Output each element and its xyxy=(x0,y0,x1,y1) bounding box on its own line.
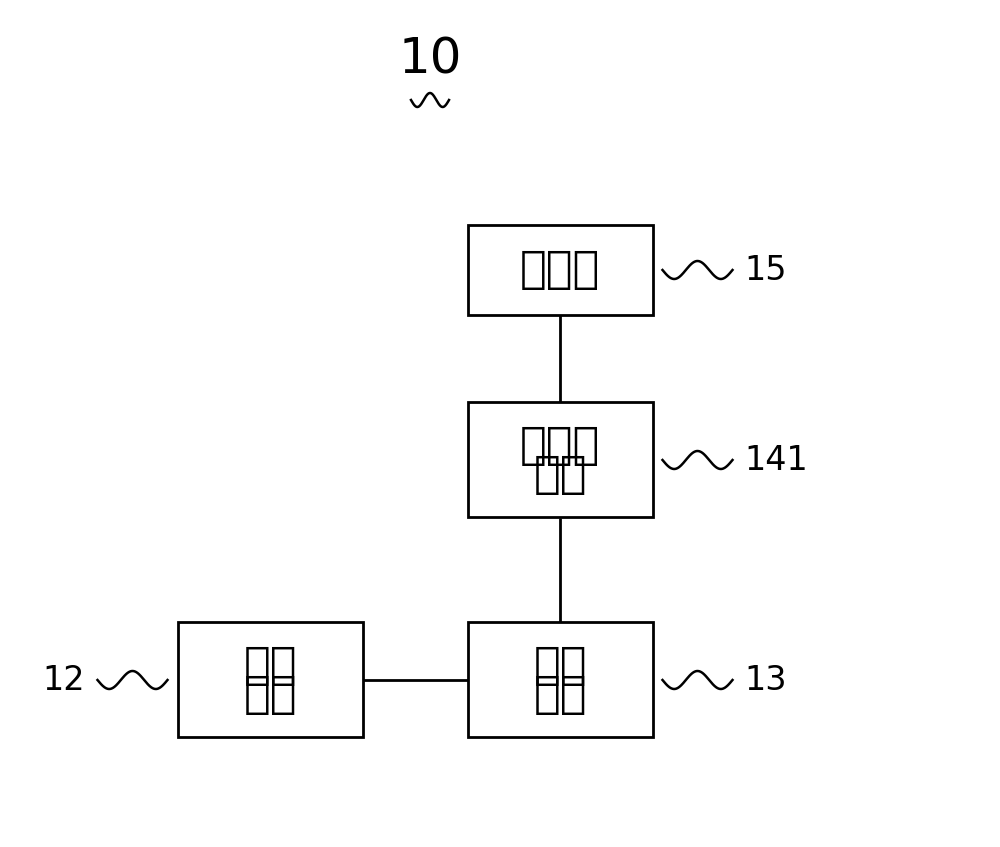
Text: 141: 141 xyxy=(744,444,808,477)
Text: 感器: 感器 xyxy=(533,453,587,495)
Text: 摇臂: 摇臂 xyxy=(533,644,587,687)
Text: 15: 15 xyxy=(744,253,787,286)
Text: 机构: 机构 xyxy=(533,673,587,716)
Bar xyxy=(468,402,652,518)
Bar xyxy=(468,225,652,315)
Text: 13: 13 xyxy=(744,663,787,696)
Text: 上位机: 上位机 xyxy=(520,248,600,291)
Text: 滑动: 滑动 xyxy=(243,644,297,687)
Text: 10: 10 xyxy=(398,36,462,84)
Text: 机构: 机构 xyxy=(243,673,297,716)
Bar xyxy=(178,623,362,738)
Text: 12: 12 xyxy=(43,663,86,696)
Text: 霍尔传: 霍尔传 xyxy=(520,424,600,468)
Bar xyxy=(468,623,652,738)
